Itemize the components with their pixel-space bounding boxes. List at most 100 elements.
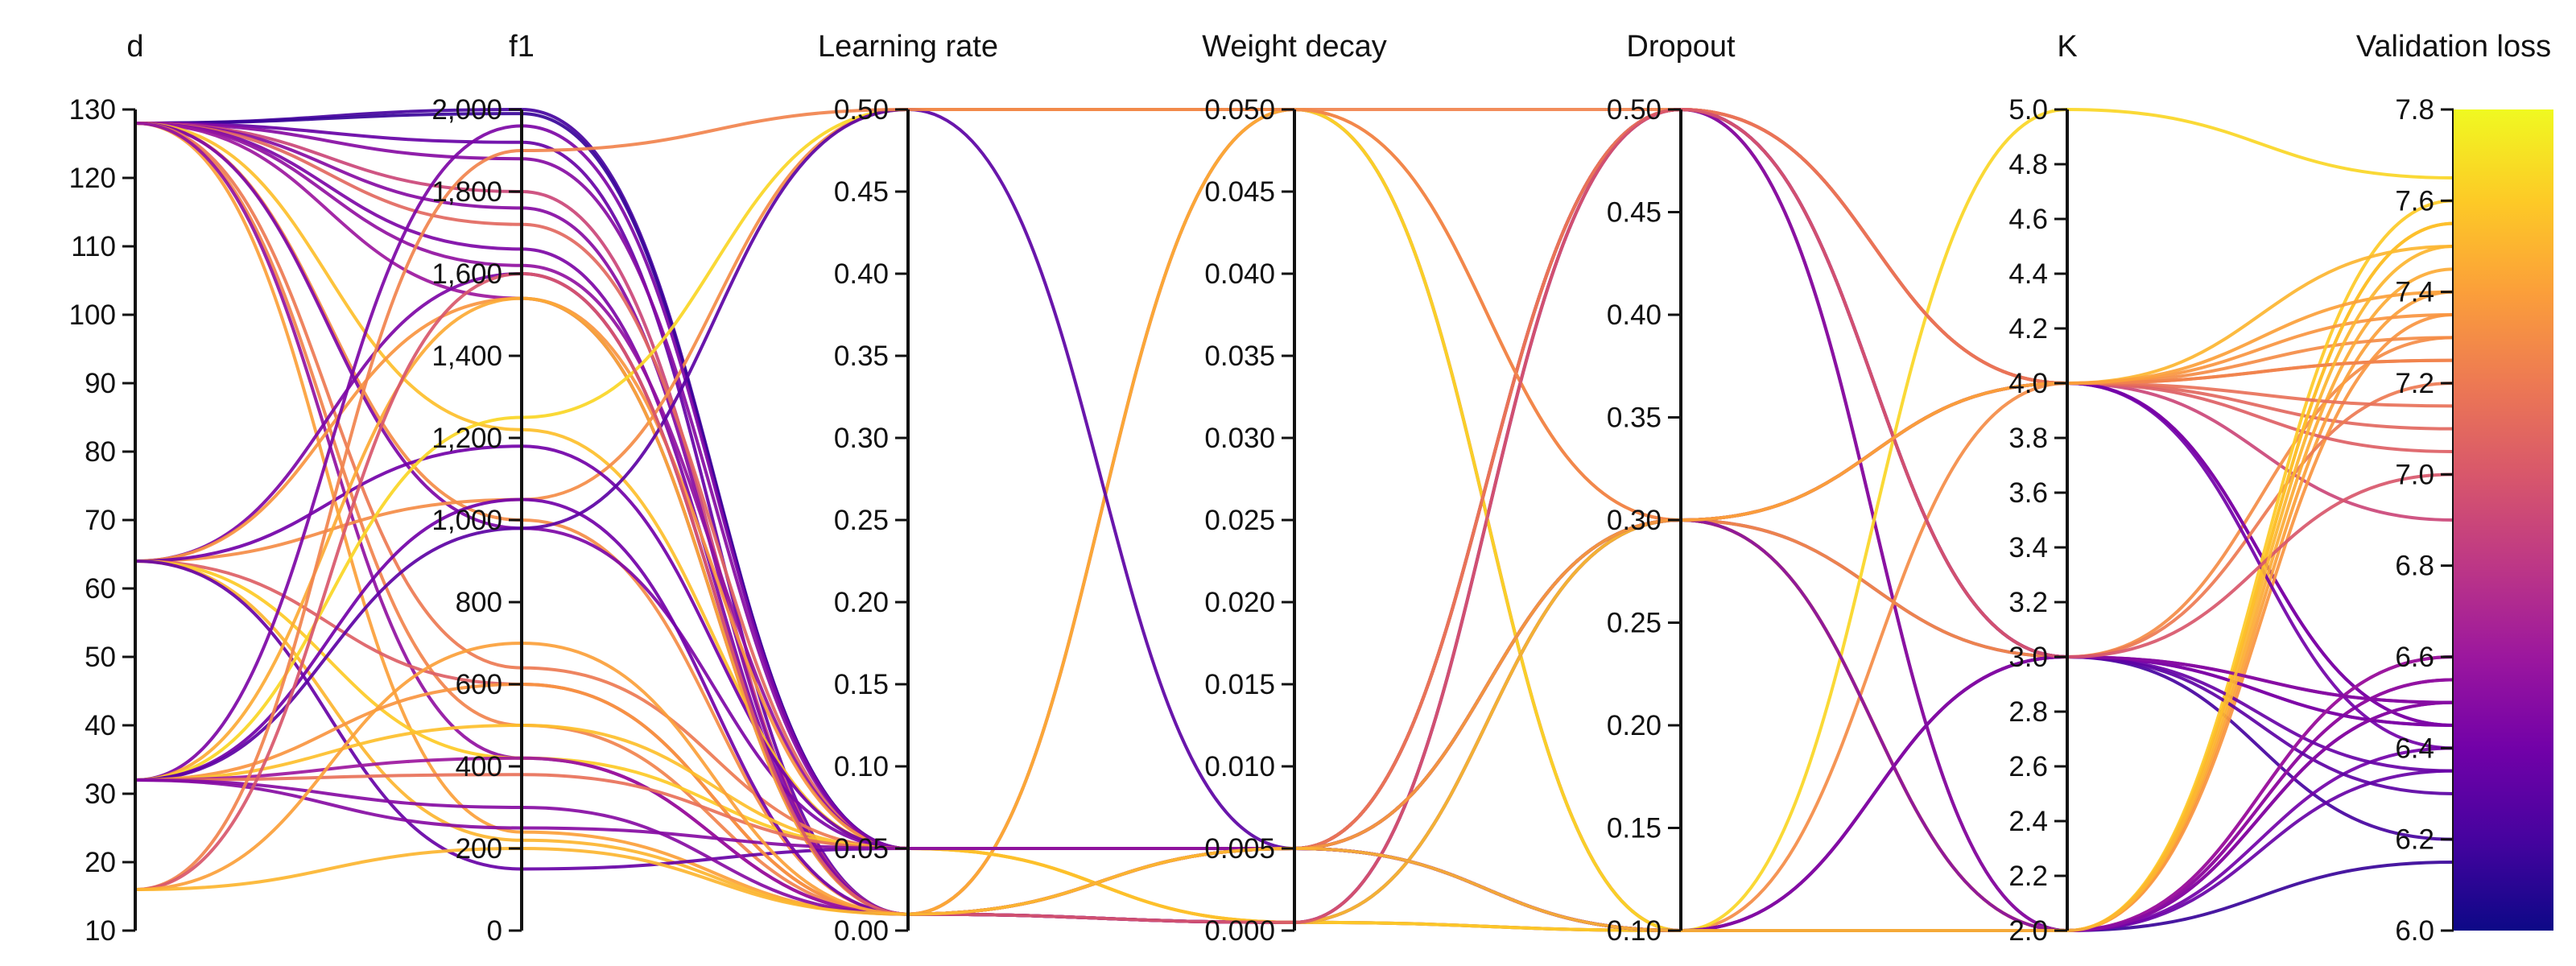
tick-label: 130 [69,94,116,126]
tick-label: 3.0 [2008,642,2048,673]
tick-label: 400 [456,751,502,782]
tick-label: 90 [85,368,116,399]
tick-label: 80 [85,436,116,468]
tick-label: 0 [487,915,502,947]
tick-label: 2,000 [431,94,502,126]
tick-label: 60 [85,573,116,605]
tick-label: 2.6 [2008,751,2048,782]
tick-label: 6.4 [2395,733,2434,764]
tick-label: 7.8 [2395,94,2434,126]
tick-label: 5.0 [2008,94,2048,126]
tick-label: 0.000 [1204,915,1275,947]
tick-label: 0.35 [1607,402,1662,434]
tick-label: 0.50 [1607,94,1662,126]
tick-label: 6.6 [2395,642,2434,673]
tick-label: 2.2 [2008,861,2048,892]
tick-label: 1,400 [431,341,502,372]
tick-label: 20 [85,847,116,878]
tick-label: 0.005 [1204,833,1275,865]
tick-label: 4.6 [2008,204,2048,235]
tick-label: 200 [456,833,502,865]
tick-label: 10 [85,915,116,947]
tick-label: 0.35 [834,341,889,372]
tick-label: 0.20 [1607,710,1662,741]
tick-label: 0.20 [834,587,889,618]
tick-label: 4.0 [2008,368,2048,399]
series-line-trial-34 [134,107,2454,851]
tick-label: 0.040 [1204,258,1275,290]
tick-label: 4.2 [2008,313,2048,345]
tick-label: 2.8 [2008,696,2048,728]
axis-title: Validation loss [2356,30,2551,64]
tick-label: 0.05 [834,833,889,865]
tick-label: 7.0 [2395,459,2434,490]
tick-label: 30 [85,778,116,810]
axis-title: Learning rate [818,30,998,64]
tick-label: 1,000 [431,505,502,536]
axis-validation-loss: Validation loss 6.0 6.2 6.4 6.6 6.8 7.0 7.2 7.4 7… [2356,30,2551,947]
axis-title: Dropout [1626,30,1736,64]
tick-label: 0.00 [834,915,889,947]
tick-label: 7.4 [2395,277,2434,308]
axis-dropout: Dropout 0.10 0.15 0.20 0.25 0.30 0.35 0.40 0.45 0… [1607,30,1736,947]
axis-k: K 2.0 2.2 2.4 2.6 2.8 3.0 3.2 3.4 3.6 3.8 4.0 4.2 4.4… [2008,30,2077,947]
axes-layer: d 10 20 30 40 50 60 70 80 90 100 110 120 130 f1 0 200 400… [69,30,2552,947]
axis-f1: f1 0 200 400 600 800 1,000 1,200 1,400 1,600 1,800… [431,30,534,947]
tick-label: 0.045 [1204,176,1275,208]
series-line-trial-38 [134,107,2454,924]
tick-label: 600 [456,669,502,700]
tick-label: 0.035 [1204,341,1275,372]
tick-label: 6.2 [2395,824,2434,856]
axis-title: Weight decay [1202,30,1387,64]
tick-label: 1,200 [431,423,502,454]
tick-label: 3.6 [2008,477,2048,509]
tick-label: 0.10 [834,751,889,782]
tick-label: 7.6 [2395,185,2434,217]
tick-label: 0.15 [1607,813,1662,844]
axis-weight-decay: Weight decay 0.000 0.005 0.010 0.015 0.020 0.0… [1202,30,1387,947]
tick-label: 3.2 [2008,587,2048,618]
colorbar-fill [2454,109,2553,931]
tick-label: 1,600 [431,258,502,290]
tick-label: 0.25 [834,505,889,536]
tick-label: 0.025 [1204,505,1275,536]
tick-label: 0.050 [1204,94,1275,126]
tick-label: 0.45 [1607,197,1662,229]
tick-label: 6.8 [2395,551,2434,582]
tick-label: 100 [69,299,116,331]
tick-label: 70 [85,505,116,536]
tick-label: 0.30 [1607,505,1662,536]
axis-title: K [2057,30,2077,64]
tick-label: 0.010 [1204,751,1275,782]
tick-label: 2.4 [2008,806,2048,837]
axis-learning-rate: Learning rate 0.00 0.05 0.10 0.15 0.20 0.25 0.3… [818,30,998,947]
axis-title: f1 [509,30,535,64]
tick-label: 0.45 [834,176,889,208]
axis-d: d 10 20 30 40 50 60 70 80 90 100 110 120 130 [69,30,144,947]
tick-label: 7.2 [2395,368,2434,399]
tick-label: 1,800 [431,176,502,208]
tick-label: 2.0 [2008,915,2048,947]
tick-label: 0.015 [1204,669,1275,700]
trace-layer [134,107,2454,933]
tick-label: 0.10 [1607,915,1662,947]
tick-label: 4.4 [2008,258,2048,290]
tick-label: 3.4 [2008,532,2048,564]
series-line-trial-40 [134,245,2454,933]
colorbar [2454,109,2553,931]
tick-label: 0.030 [1204,423,1275,454]
tick-label: 4.8 [2008,149,2048,180]
tick-label: 120 [69,163,116,194]
tick-label: 0.020 [1204,587,1275,618]
tick-label: 0.40 [834,258,889,290]
tick-label: 40 [85,710,116,741]
tick-label: 0.40 [1607,299,1662,331]
tick-label: 110 [71,231,116,262]
tick-label: 0.15 [834,669,889,700]
tick-label: 0.30 [834,423,889,454]
tick-label: 800 [456,587,502,618]
tick-label: 0.50 [834,94,889,126]
tick-label: 0.25 [1607,608,1662,639]
axis-title: d [126,30,143,64]
